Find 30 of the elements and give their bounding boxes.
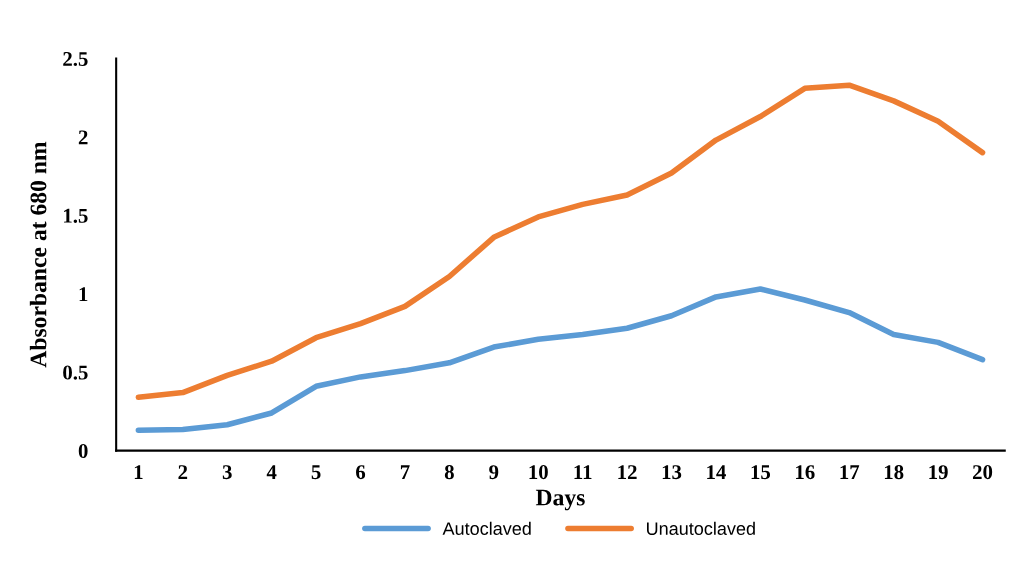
legend-label: Autoclaved (442, 521, 531, 535)
x-tick-label: 14 (707, 465, 726, 479)
x-tick-label: 5 (311, 465, 321, 480)
y-tick-label: 0.5 (63, 365, 88, 380)
x-tick-label: 4 (266, 465, 277, 479)
x-tick-label: 3 (222, 465, 232, 480)
x-tick-label: 16 (796, 465, 815, 480)
y-tick-label: 1.5 (64, 208, 88, 223)
x-axis-title: Days (535, 489, 585, 511)
x-tick-label: 9 (489, 465, 499, 480)
y-axis-title: Absorbance at 680 nm (29, 141, 47, 368)
x-tick-label: 18 (884, 465, 904, 480)
y-tick-label: 1 (79, 287, 88, 301)
x-tick-label: 8 (444, 465, 454, 480)
x-tick-label: 10 (529, 465, 548, 480)
x-tick-label: 13 (662, 465, 682, 480)
x-tick-label: 11 (574, 465, 592, 479)
x-tick-label: 6 (356, 465, 366, 480)
x-tick-label: 15 (751, 465, 771, 480)
x-tick-label: 19 (929, 465, 948, 480)
y-tick-label: 2.5 (63, 51, 88, 67)
x-tick-label: 1 (134, 465, 143, 479)
y-tick-label: 2 (78, 130, 88, 145)
legend-label: Unautoclaved (647, 521, 755, 535)
x-tick-label: 12 (618, 465, 637, 479)
x-tick-label: 17 (840, 465, 860, 479)
x-tick-label: 2 (178, 465, 188, 479)
x-tick-label: 20 (972, 465, 993, 480)
y-tick-label: 0 (78, 443, 88, 459)
x-tick-label: 7 (400, 465, 410, 479)
